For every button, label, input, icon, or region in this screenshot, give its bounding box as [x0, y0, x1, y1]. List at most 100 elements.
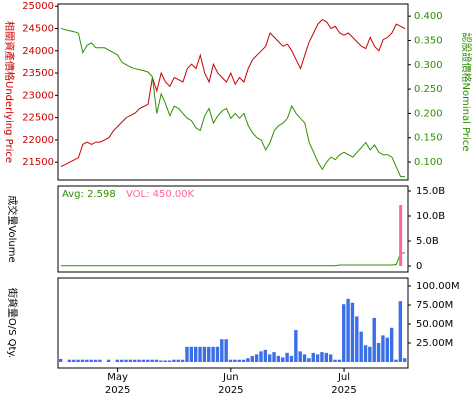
- y-tick-label: 24500: [22, 24, 54, 35]
- bar: [233, 359, 237, 362]
- bar: [385, 337, 389, 362]
- x-tick-year: 2025: [331, 385, 356, 396]
- plot-frame: [57, 185, 409, 273]
- x-tick-year: 2025: [105, 385, 130, 396]
- bar: [154, 359, 159, 362]
- bar: [346, 298, 350, 362]
- y-axis-label: 相關資產價格Underlying Price: [3, 21, 16, 163]
- y2-tick-label: 0.400: [414, 11, 443, 22]
- bar: [146, 359, 150, 362]
- bar: [89, 359, 93, 362]
- line: [60, 27, 405, 178]
- bar: [185, 346, 189, 362]
- y-axis-label: 街貨量O/S Qty.: [6, 288, 19, 358]
- bar: [220, 339, 224, 362]
- bar: [298, 351, 302, 362]
- y-tick-label: 100.00M: [416, 281, 460, 292]
- bar: [268, 354, 272, 362]
- bar: [193, 346, 198, 362]
- bar: [124, 359, 128, 362]
- x-tick-year: 2025: [218, 385, 243, 396]
- y-tick-label: 21500: [22, 157, 54, 168]
- y-tick-label: 25.00M: [416, 338, 453, 349]
- bar: [350, 302, 355, 362]
- bar: [276, 355, 281, 362]
- bar: [224, 339, 228, 362]
- bar: [315, 354, 320, 362]
- bar: [363, 345, 368, 362]
- bar: [294, 330, 298, 362]
- bar: [93, 359, 98, 362]
- bar: [285, 352, 289, 362]
- y2-axis-label: 認股證價格Nominal Price: [460, 33, 473, 152]
- bar: [59, 358, 63, 362]
- y-tick-label: 22000: [22, 135, 54, 146]
- y-tick-label: 15.0B: [416, 186, 445, 197]
- bar: [128, 359, 133, 362]
- plot-frame: [57, 3, 409, 181]
- y-tick-label: 23000: [22, 90, 54, 101]
- bar: [376, 342, 381, 362]
- bar: [198, 346, 202, 362]
- bar: [172, 359, 176, 362]
- bar: [133, 359, 137, 362]
- x-tick-label: Jul: [337, 372, 350, 383]
- bar: [72, 359, 76, 362]
- bar: [342, 304, 346, 362]
- y2-tick-label: 0.200: [414, 108, 443, 119]
- bar: [159, 360, 163, 362]
- y-tick-label: 0: [416, 261, 422, 272]
- bar: [368, 346, 372, 362]
- bar: [302, 354, 307, 362]
- bar: [333, 359, 337, 362]
- bar: [272, 352, 276, 362]
- bar: [207, 346, 211, 362]
- bar: [259, 351, 263, 362]
- bar: [150, 359, 154, 362]
- bar: [311, 352, 315, 362]
- y2-tick-label: 0.350: [414, 35, 443, 46]
- bar: [167, 360, 172, 362]
- plot-frame: [57, 277, 409, 369]
- bar: [394, 359, 398, 362]
- bar: [250, 355, 254, 362]
- bar: [115, 359, 120, 362]
- bar: [189, 346, 194, 362]
- bar: [289, 355, 294, 362]
- y-tick-label: 5.0B: [416, 236, 439, 247]
- bar: [246, 358, 250, 362]
- bar: [163, 360, 167, 362]
- bar: [228, 359, 233, 362]
- bar: [180, 359, 185, 362]
- bar: [98, 359, 102, 362]
- bar: [320, 352, 324, 362]
- x-tick-label: Jun: [222, 372, 239, 383]
- y-tick-label: 75.00M: [416, 300, 453, 311]
- y2-tick-label: 0.300: [414, 60, 443, 71]
- bar: [254, 354, 259, 362]
- bar: [307, 358, 311, 362]
- legend-avg: Avg: 2.598: [62, 189, 116, 200]
- bar: [80, 359, 85, 362]
- x-tick-label: May: [107, 372, 128, 383]
- y-tick-label: 10.0B: [416, 211, 445, 222]
- bar: [67, 359, 72, 362]
- y2-tick-label: 0.100: [414, 157, 443, 168]
- bar: [215, 346, 220, 362]
- bar: [355, 316, 359, 362]
- bar: [137, 359, 141, 362]
- bar: [263, 349, 268, 362]
- y-tick-label: 24000: [22, 46, 54, 57]
- legend-vol: VOL: 450.00K: [126, 189, 195, 200]
- bar: [328, 354, 333, 362]
- bar: [403, 358, 407, 362]
- y-tick-label: 23500: [22, 68, 54, 79]
- bar: [372, 317, 376, 362]
- bar: [281, 357, 285, 362]
- y-tick-label: 22500: [22, 113, 54, 124]
- bar: [324, 352, 329, 362]
- bar: [237, 359, 241, 362]
- bar: [241, 359, 246, 362]
- bar: [76, 359, 80, 362]
